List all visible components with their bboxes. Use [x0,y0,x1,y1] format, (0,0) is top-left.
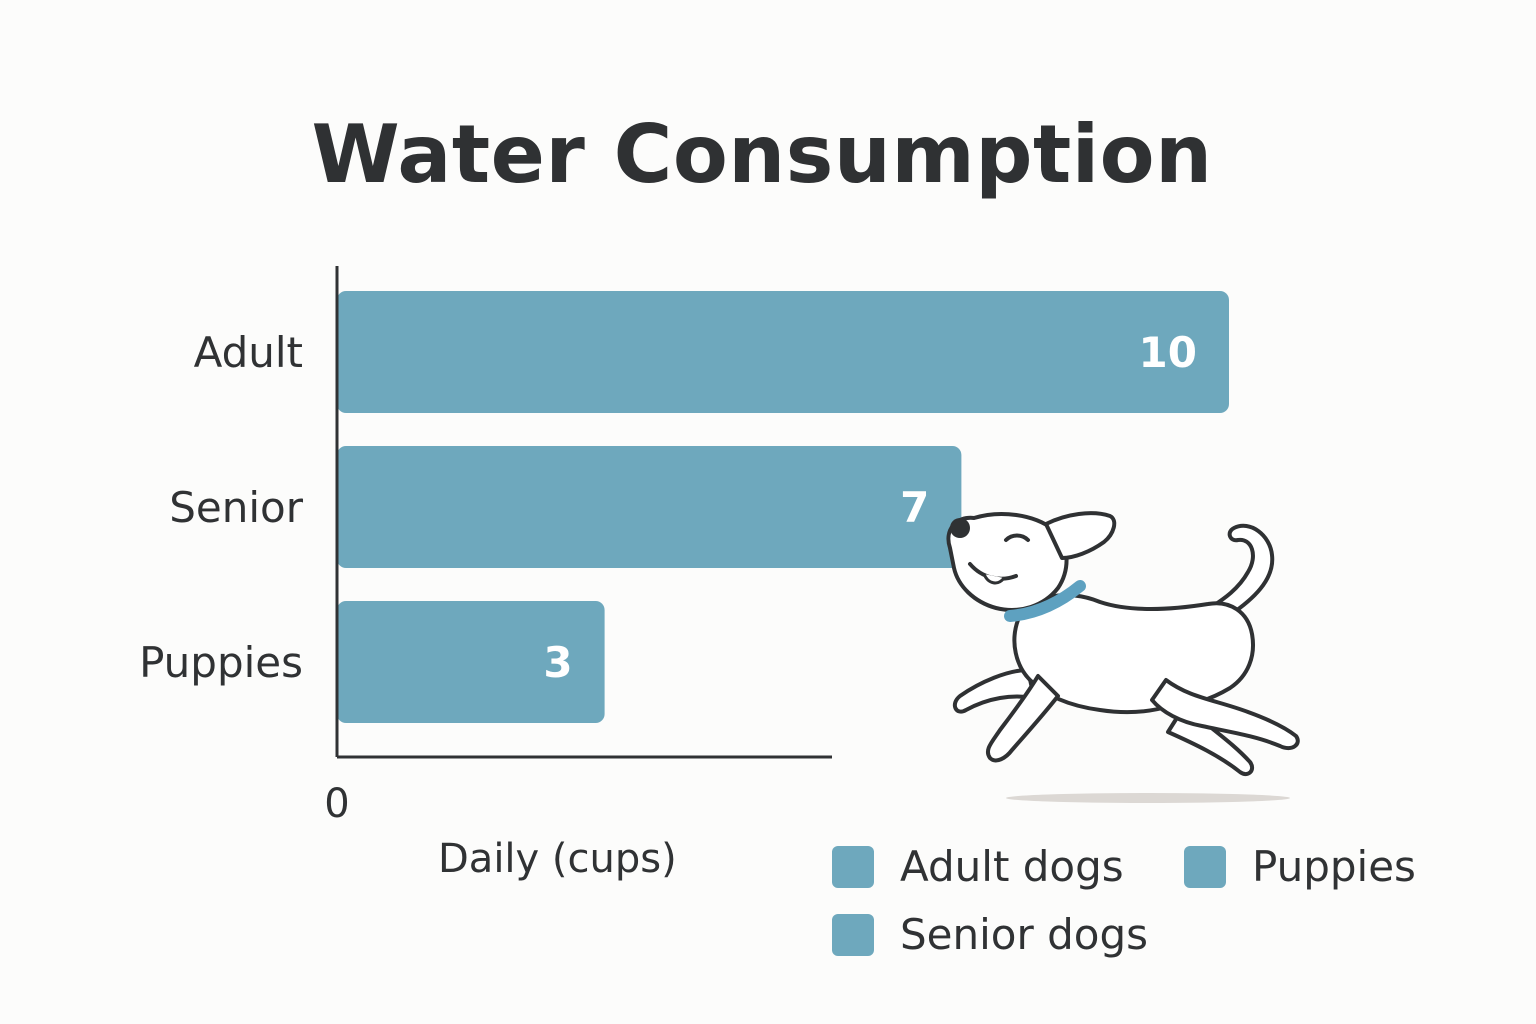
bars-layer: 10 Adult 7 Senior 3 Puppies [139,291,1229,723]
dog-collar [1004,580,1086,622]
legend-swatch [832,913,874,956]
bar-value-label: 3 [543,638,572,687]
legend-swatch [832,845,874,888]
bar-value-label: 7 [900,483,929,532]
dog-shadow [1006,793,1290,803]
legend-label: Senior dogs [900,910,1149,959]
category-label: Senior [169,483,303,532]
dog-back-leg-near [1150,678,1300,751]
legend-item-puppies: Puppies [1184,842,1416,891]
x-tick-label: 0 [324,781,349,827]
running-dog-icon [946,511,1300,803]
legend-item-adult-dogs: Adult dogs [832,842,1124,891]
category-label: Puppies [139,638,303,687]
legend-label: Adult dogs [900,842,1124,891]
legend: Adult dogs Puppies Senior dogs [832,838,1472,978]
bar-value-label: 10 [1139,328,1197,377]
dog-front-leg-near [985,674,1060,763]
bar-adult [337,291,1229,413]
bar-puppies [337,601,605,723]
dog-tail [1208,524,1275,617]
legend-label: Puppies [1252,842,1416,891]
legend-swatch [1184,845,1226,888]
legend-item-senior-dogs: Senior dogs [832,910,1148,959]
dog-ear [1044,511,1117,560]
dog-nose [950,518,970,538]
category-label: Adult [194,328,303,377]
dog-eye [1004,533,1030,542]
chart-title: Water Consumption [311,108,1213,201]
bar-senior [337,446,962,568]
x-axis-label: Daily (cups) [438,836,677,882]
dog-front-leg-far [952,668,1036,714]
dog-tongue [982,573,1006,585]
